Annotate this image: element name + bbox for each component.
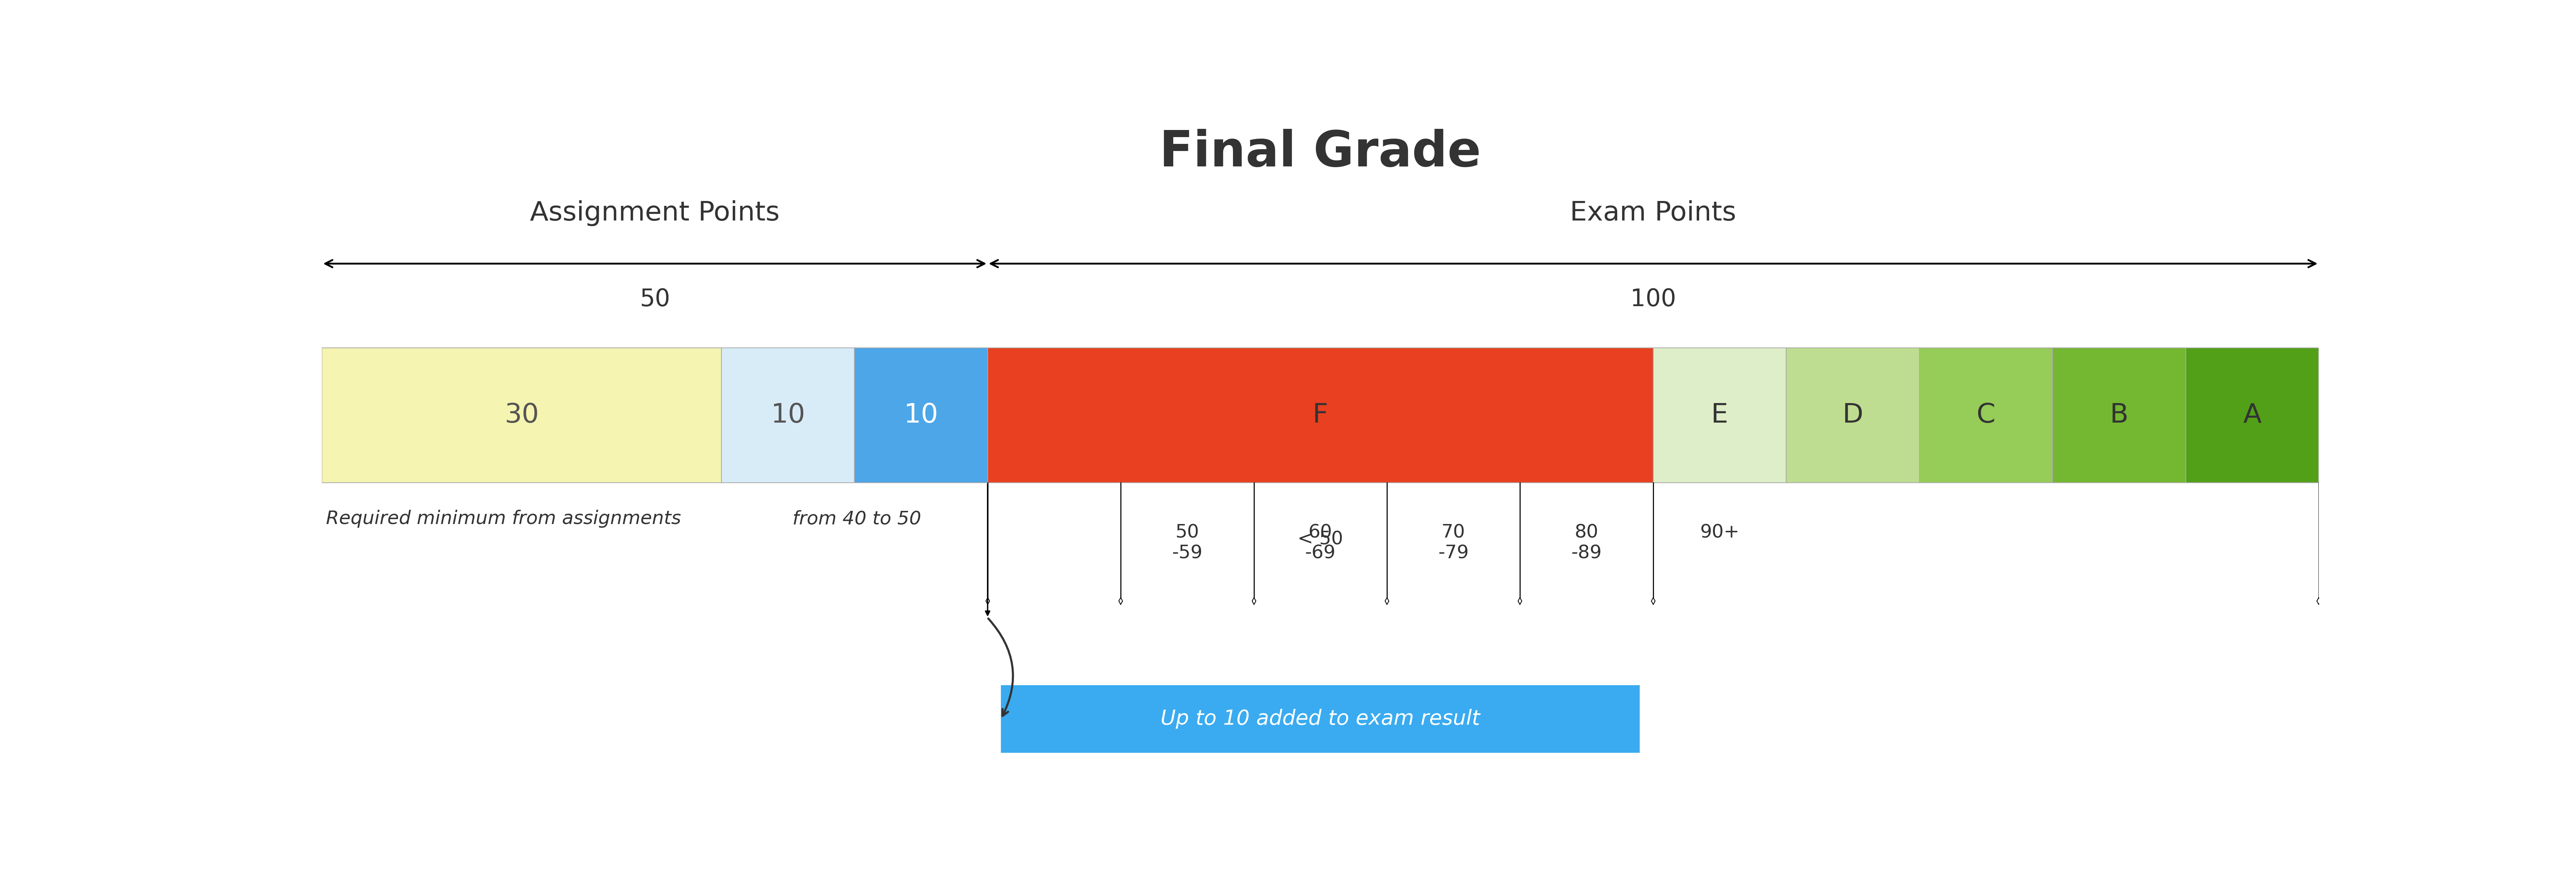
- Text: Required minimum from assignments: Required minimum from assignments: [327, 510, 680, 528]
- FancyBboxPatch shape: [721, 348, 855, 483]
- Text: 50
-59: 50 -59: [1172, 523, 1203, 562]
- Text: 30: 30: [505, 402, 538, 428]
- Text: 60
-69: 60 -69: [1306, 523, 1334, 562]
- FancyBboxPatch shape: [2053, 348, 2184, 483]
- FancyBboxPatch shape: [322, 348, 721, 483]
- Text: B: B: [2110, 402, 2128, 428]
- FancyBboxPatch shape: [1785, 348, 1919, 483]
- FancyBboxPatch shape: [855, 348, 987, 483]
- Text: 10: 10: [904, 402, 938, 428]
- FancyBboxPatch shape: [1654, 348, 1785, 483]
- Text: 80
-89: 80 -89: [1571, 523, 1602, 562]
- Text: Up to 10 added to exam result: Up to 10 added to exam result: [1159, 709, 1481, 729]
- Text: C: C: [1976, 402, 1996, 428]
- Text: from 40 to 50: from 40 to 50: [793, 510, 922, 528]
- Text: D: D: [1842, 402, 1862, 428]
- Text: 50: 50: [639, 287, 670, 311]
- FancyBboxPatch shape: [999, 685, 1641, 752]
- Text: Assignment Points: Assignment Points: [531, 200, 781, 226]
- FancyBboxPatch shape: [2184, 348, 2318, 483]
- Text: < 50: < 50: [1298, 530, 1342, 548]
- Text: 90+: 90+: [1700, 523, 1739, 541]
- Text: 10: 10: [770, 402, 806, 428]
- Text: E: E: [1710, 402, 1728, 428]
- Text: F: F: [1311, 402, 1329, 428]
- Text: A: A: [2244, 402, 2262, 428]
- Text: Exam Points: Exam Points: [1569, 200, 1736, 226]
- Text: 70
-79: 70 -79: [1437, 523, 1468, 562]
- Text: Final Grade: Final Grade: [1159, 129, 1481, 176]
- FancyBboxPatch shape: [987, 348, 1654, 483]
- Text: 100: 100: [1631, 287, 1677, 311]
- FancyBboxPatch shape: [1919, 348, 2053, 483]
